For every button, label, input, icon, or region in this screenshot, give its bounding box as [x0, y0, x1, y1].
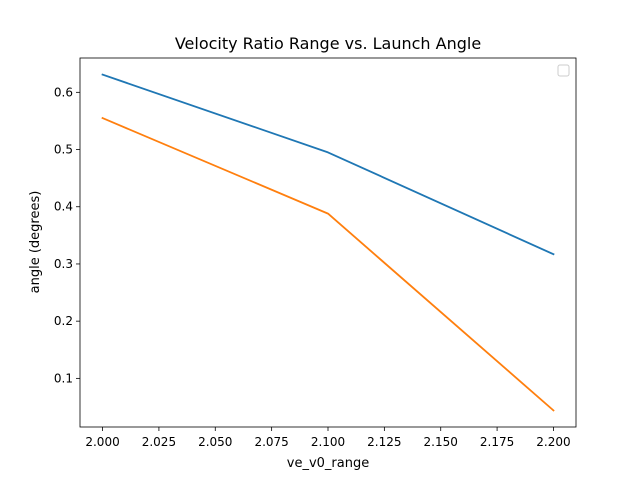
x-tick-label: 2.000: [85, 435, 119, 449]
series-line-1: [101, 73, 555, 256]
y-tick-label: 0.3: [54, 257, 73, 271]
x-tick-label: 2.075: [254, 435, 288, 449]
plot-frame: [79, 57, 577, 428]
x-tick-label: 2.025: [142, 435, 176, 449]
x-tick-label: 2.125: [367, 435, 401, 449]
y-axis-label: angle (degrees): [28, 191, 43, 294]
y-tick-label: 0.6: [54, 85, 73, 99]
legend-box: [557, 64, 570, 77]
y-tick-label: 0.1: [54, 371, 73, 385]
y-axis-ticks: 0.1 0.2 0.3 0.4 0.5 0.6: [54, 85, 80, 385]
x-tick-label: 2.100: [311, 435, 345, 449]
x-axis-ticks: 2.000 2.025 2.050 2.075 2.100 2.125 2.150 2.175…: [85, 427, 571, 449]
y-tick-label: 0.4: [54, 200, 73, 214]
y-tick-label: 0.2: [54, 314, 73, 328]
x-tick-label: 2.050: [198, 435, 232, 449]
x-tick-label: 2.150: [424, 435, 458, 449]
y-tick-label: 0.5: [54, 143, 73, 157]
x-tick-label: 2.200: [536, 435, 570, 449]
series-layer: [101, 73, 555, 412]
series-line-2: [101, 116, 555, 412]
chart-title: Velocity Ratio Range vs. Launch Angle: [175, 34, 481, 53]
x-tick-label: 2.175: [480, 435, 514, 449]
x-axis-label: ve_v0_range: [287, 456, 369, 471]
plot-area: [80, 58, 576, 427]
